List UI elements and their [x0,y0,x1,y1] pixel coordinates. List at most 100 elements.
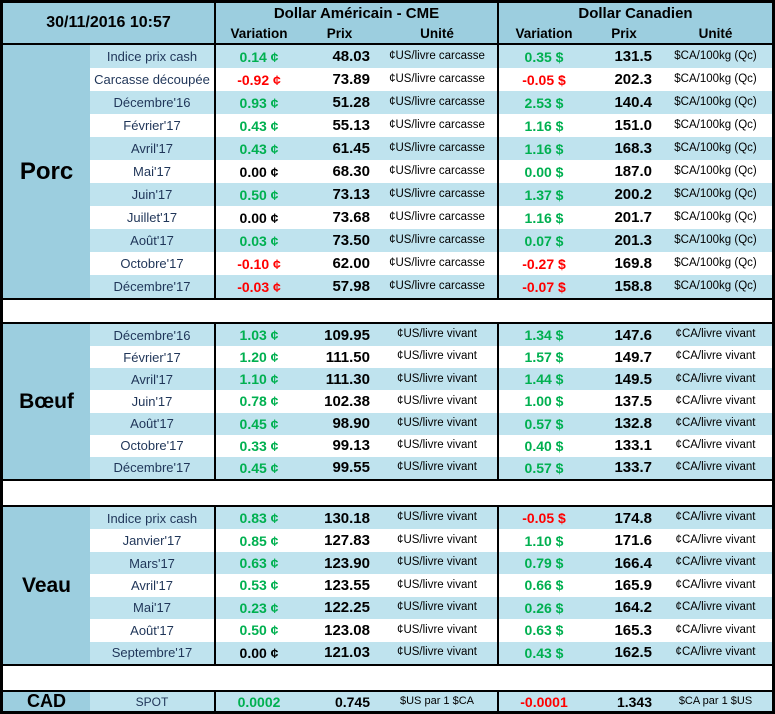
row-label: Indice prix cash [106,510,198,526]
unit-us: ¢US/livre vivant [397,394,477,407]
variation-us: 0.00 ¢ [214,641,302,664]
unit-us: ¢US/livre vivant [397,372,477,385]
unit-ca: ¢CA/livre vivant [675,645,756,658]
unit-us: ¢US/livre vivant [397,461,477,474]
row-label: Août'17 [130,622,174,638]
variation-us: 0.83 ¢ [214,507,302,530]
variation-us: 0.45 ¢ [214,412,302,435]
unit-us: ¢US/livre carcasse [389,49,485,62]
unit-ca: ¢CA/livre vivant [675,416,756,429]
prix-us: 57.98 [332,278,370,295]
prix-us: 73.13 [332,186,370,203]
unit-ca: $CA/100kg (Qc) [674,118,757,131]
unit-ca: $CA/100kg (Qc) [674,233,757,246]
row-label: Octobre'17 [120,438,184,454]
row-label: Mars'17 [129,555,175,571]
prix-us: 73.68 [332,209,370,226]
variation-ca: 0.57 $ [497,456,589,479]
column-header-variation-ca: Variation [515,25,573,41]
table-header: 30/11/2016 10:57 Dollar Américain - CME … [3,3,772,45]
prix-us: 61.45 [332,140,370,157]
unit-ca: ¢CA/livre vivant [675,533,756,546]
variation-ca: 0.66 $ [497,574,589,597]
veau-rows: Indice prix cash 0.83 ¢ 130.18 ¢US/livre vi… [90,507,772,664]
porc-rows: Indice prix cash 0.14 ¢ 48.03 ¢US/livre car… [90,45,772,298]
variation-us: -0.10 ¢ [214,252,302,275]
prix-us: 99.55 [332,459,370,477]
prix-ca: 151.0 [614,117,652,134]
variation-ca: -0.07 $ [497,275,589,298]
row-label: Indice prix cash [106,49,198,64]
unit-ca: ¢CA/livre vivant [675,372,756,385]
table-row: Mars'17 0.63 ¢ 123.90 ¢US/livre vivant 0.79 … [90,551,772,575]
section-cad: CAD SPOT 0.0002 0.745 $US par 1 $CA -0.0001 1… [3,690,772,711]
unit-us: ¢US/livre carcasse [389,164,485,177]
table-row: Février'17 0.43 ¢ 55.13 ¢US/livre carcasse 1… [90,114,772,137]
unit-us: ¢US/livre carcasse [389,141,485,154]
variation-ca: -0.05 $ [497,507,589,530]
row-label: SPOT [135,694,169,709]
header-group-us-dollar: Dollar Américain - CME Variation Prix Un… [214,3,497,43]
prix-ca: 166.4 [614,554,652,572]
row-label: Juillet'17 [126,210,178,225]
table-row: Avril'17 0.53 ¢ 123.55 ¢US/livre vivant 0.66… [90,574,772,597]
unit-ca: $CA/100kg (Qc) [674,210,757,223]
row-label: Février'17 [123,349,181,365]
row-label: Carcasse découpée [94,72,210,87]
variation-us: 0.50 ¢ [214,183,302,206]
table-row: Février'17 1.20 ¢ 111.50 ¢US/livre vivant 1.… [90,346,772,369]
prix-us: 111.30 [325,370,370,388]
table-row: SPOT 0.0002 0.745 $US par 1 $CA -0.0001 1.343… [90,692,772,711]
unit-us: ¢US/livre vivant [397,645,477,658]
variation-us: 0.33 ¢ [214,434,302,457]
section-label-veau: Veau [3,507,90,664]
variation-us: 0.03 ¢ [214,229,302,252]
variation-ca: 2.53 $ [497,91,589,114]
table-row: Carcasse découpée -0.92 ¢ 73.89 ¢US/livre c… [90,68,772,91]
row-label: Septembre'17 [111,645,193,661]
unit-us: ¢US/livre vivant [397,328,477,341]
prix-ca: 202.3 [614,71,652,88]
unit-us: ¢US/livre vivant [397,578,477,591]
header-group-ca-dollar: Dollar Canadien Variation Prix Unité [497,3,772,43]
variation-us: 0.85 ¢ [214,529,302,552]
prix-ca: 174.8 [614,509,652,527]
table-row: Décembre'17 0.45 ¢ 99.55 ¢US/livre vivant 0.… [90,456,772,479]
prix-us: 127.83 [324,532,370,550]
prix-ca: 133.1 [614,437,652,455]
row-label: Octobre'17 [120,256,184,271]
table-row: Avril'17 0.43 ¢ 61.45 ¢US/livre carcasse 1.1… [90,137,772,160]
prix-ca: 158.8 [614,278,652,295]
row-label: Décembre'16 [113,95,191,110]
variation-ca: 1.34 $ [497,324,589,347]
unit-ca: ¢CA/livre vivant [675,623,756,636]
section-veau: Veau Indice prix cash 0.83 ¢ 130.18 ¢US/liv… [3,505,772,666]
table-row: Janvier'17 0.85 ¢ 127.83 ¢US/livre vivant 1.… [90,529,772,552]
prix-ca: 164.2 [614,599,652,617]
variation-ca: 0.07 $ [497,229,589,252]
table-row: Juillet'17 0.00 ¢ 73.68 ¢US/livre carcasse 1… [90,206,772,229]
unit-us: $US par 1 $CA [400,695,474,707]
unit-ca: ¢CA/livre vivant [675,511,756,524]
variation-ca: 1.16 $ [497,114,589,137]
unit-us: ¢US/livre carcasse [389,187,485,200]
row-label: Mai'17 [133,600,171,616]
prix-ca: 140.4 [614,94,652,111]
unit-ca: $CA par 1 $US [678,695,753,707]
table-row: Septembre'17 0.00 ¢ 121.03 ¢US/livre vivant… [90,641,772,664]
prix-ca: 171.6 [614,532,652,550]
unit-us: ¢US/livre vivant [397,556,477,569]
table-row: Août'17 0.45 ¢ 98.90 ¢US/livre vivant 0.57 $… [90,412,772,435]
prix-us: 62.00 [332,255,370,272]
boeuf-rows: Décembre'16 1.03 ¢ 109.95 ¢US/livre vivant 1… [90,324,772,479]
unit-ca: $CA/100kg (Qc) [674,141,757,154]
prix-us: 0.745 [334,693,370,710]
prix-ca: 200.2 [614,186,652,203]
prix-us: 123.08 [324,621,370,639]
column-header-unite-us: Unité [420,25,454,41]
variation-ca: 0.43 $ [497,641,589,664]
unit-ca: ¢CA/livre vivant [675,461,756,474]
report-datetime: 30/11/2016 10:57 [46,14,171,31]
variation-us: 0.43 ¢ [214,137,302,160]
